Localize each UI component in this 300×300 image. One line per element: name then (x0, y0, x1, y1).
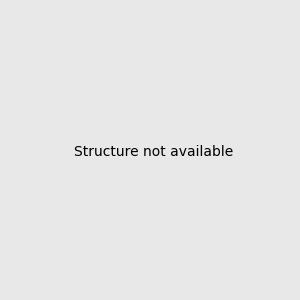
Text: Structure not available: Structure not available (74, 145, 233, 158)
